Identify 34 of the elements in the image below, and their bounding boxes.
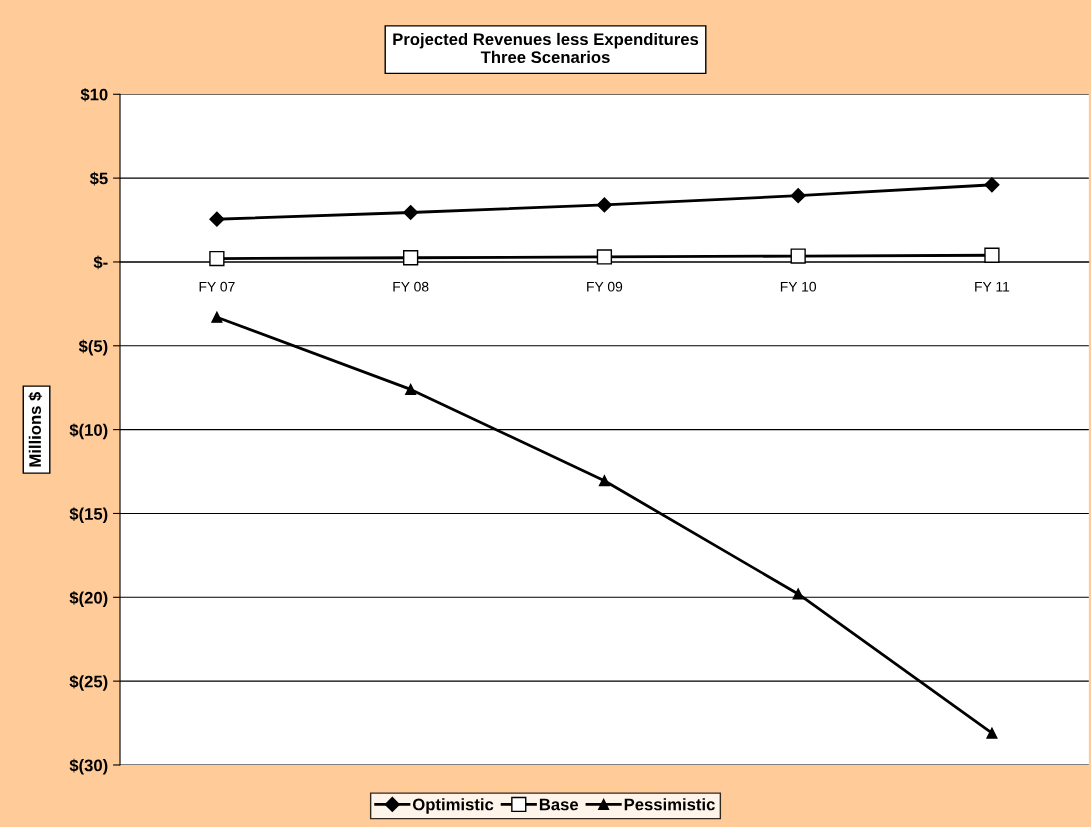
y-tick-label: $-	[93, 255, 108, 270]
y-tick-label: $(5)	[78, 339, 108, 356]
point	[790, 188, 806, 204]
point	[209, 211, 225, 227]
point	[405, 383, 417, 395]
y-tick-label: $(10)	[69, 423, 108, 440]
x-tick-label: FY 09	[587, 281, 623, 292]
point	[596, 249, 613, 265]
point	[792, 588, 804, 600]
point	[984, 177, 1000, 193]
y-tick-label: $10	[80, 87, 108, 102]
y-tick-label: $(15)	[69, 507, 108, 524]
legend-label: Optimistic	[412, 798, 494, 814]
y-tick-label: $5	[89, 171, 108, 186]
point	[984, 247, 1000, 263]
point	[403, 250, 419, 266]
point	[211, 311, 223, 323]
chart-title: Projected Revenues less Expenditures Three Scenarios	[393, 32, 699, 64]
legend-label: Base	[539, 798, 579, 811]
point	[209, 250, 225, 267]
legend-label: Pessimistic	[624, 798, 715, 811]
point	[986, 727, 998, 739]
point	[790, 248, 806, 264]
point	[403, 204, 419, 221]
y-axis-title: Millions $	[28, 391, 43, 467]
y-tick-label: $(25)	[69, 674, 108, 691]
point	[598, 475, 610, 487]
y-tick-label: $(20)	[69, 591, 108, 607]
x-tick-label: FY 07	[199, 281, 235, 292]
y-tick-label: $(30)	[69, 758, 108, 775]
x-tick-label: FY 10	[780, 281, 817, 292]
point	[596, 197, 612, 213]
x-tick-label: FY 08	[393, 281, 429, 292]
x-tick-label: FY 11	[975, 281, 1010, 292]
